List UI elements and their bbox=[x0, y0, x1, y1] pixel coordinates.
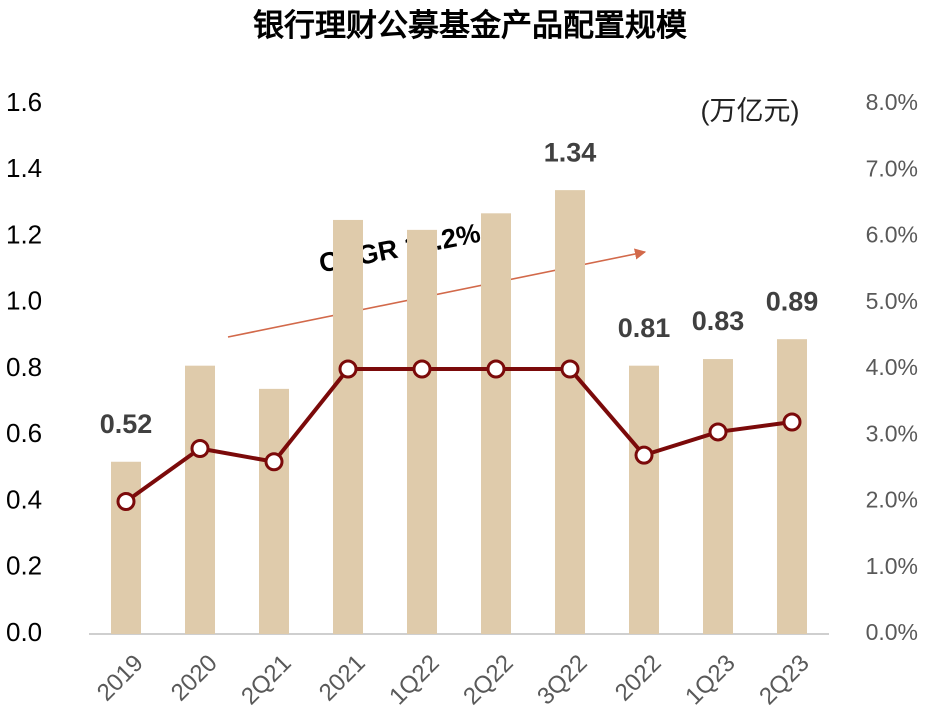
bar bbox=[333, 219, 363, 634]
y-tick-label: 1.4 bbox=[6, 153, 42, 183]
chart-title: 银行理财公募基金产品配置规模 bbox=[253, 8, 687, 43]
x-tick-label: 2021 bbox=[314, 650, 371, 707]
line-marker bbox=[708, 422, 728, 442]
data-label: 0.89 bbox=[766, 286, 819, 316]
line-marker bbox=[634, 445, 654, 465]
x-tick-label: 2Q21 bbox=[236, 650, 297, 711]
line-marker bbox=[782, 412, 802, 432]
line-marker bbox=[486, 359, 506, 379]
data-label: 0.83 bbox=[692, 306, 745, 336]
line-marker bbox=[560, 359, 580, 379]
x-tick-label: 3Q22 bbox=[532, 650, 593, 711]
bar bbox=[259, 388, 289, 634]
y-tick-label: 0.6 bbox=[6, 418, 42, 448]
x-tick-label: 2022 bbox=[610, 650, 667, 707]
data-label: 0.81 bbox=[618, 313, 671, 343]
bar bbox=[185, 365, 215, 634]
line-marker bbox=[412, 359, 432, 379]
data-label: 1.34 bbox=[544, 137, 597, 167]
bar bbox=[703, 359, 733, 634]
y-tick-label: 0.0 bbox=[6, 617, 42, 647]
y-tick-label: 1.6 bbox=[6, 87, 42, 117]
y-tick-label: 1.0 bbox=[6, 286, 42, 316]
bar bbox=[629, 365, 659, 634]
line-series bbox=[124, 367, 793, 504]
x-tick-label: 1Q22 bbox=[384, 650, 445, 711]
bar bbox=[407, 229, 437, 634]
line-marker bbox=[116, 492, 136, 511]
y2-tick-label: 1.0% bbox=[866, 553, 918, 579]
y2-tick-label: 0.0% bbox=[866, 619, 918, 645]
line-marker bbox=[190, 439, 210, 458]
y2-tick-label: 7.0% bbox=[866, 155, 918, 181]
x-tick-label: 2Q23 bbox=[754, 650, 815, 711]
unit-label: (万亿元) bbox=[701, 96, 800, 126]
line-marker bbox=[338, 359, 358, 379]
bar bbox=[555, 190, 585, 634]
y2-tick-label: 6.0% bbox=[866, 222, 918, 248]
bar bbox=[111, 461, 141, 634]
x-tick-label: 2Q22 bbox=[458, 650, 519, 711]
y2-tick-label: 3.0% bbox=[866, 420, 918, 446]
bar bbox=[777, 339, 807, 634]
y-tick-label: 0.4 bbox=[6, 484, 42, 514]
line-marker bbox=[264, 452, 284, 472]
data-label: 0.52 bbox=[100, 409, 153, 439]
y2-tick-label: 2.0% bbox=[866, 487, 918, 513]
y2-tick-label: 4.0% bbox=[866, 354, 918, 380]
x-tick-label: 2019 bbox=[92, 650, 149, 707]
y2-tick-label: 5.0% bbox=[866, 288, 918, 314]
x-tick-label: 1Q23 bbox=[680, 650, 741, 711]
y-tick-label: 0.8 bbox=[6, 352, 42, 382]
bar bbox=[481, 213, 511, 634]
y-tick-label: 1.2 bbox=[6, 219, 42, 249]
y2-tick-label: 8.0% bbox=[866, 89, 918, 115]
x-tick-label: 2020 bbox=[166, 650, 223, 707]
y-tick-label: 0.2 bbox=[6, 551, 42, 581]
